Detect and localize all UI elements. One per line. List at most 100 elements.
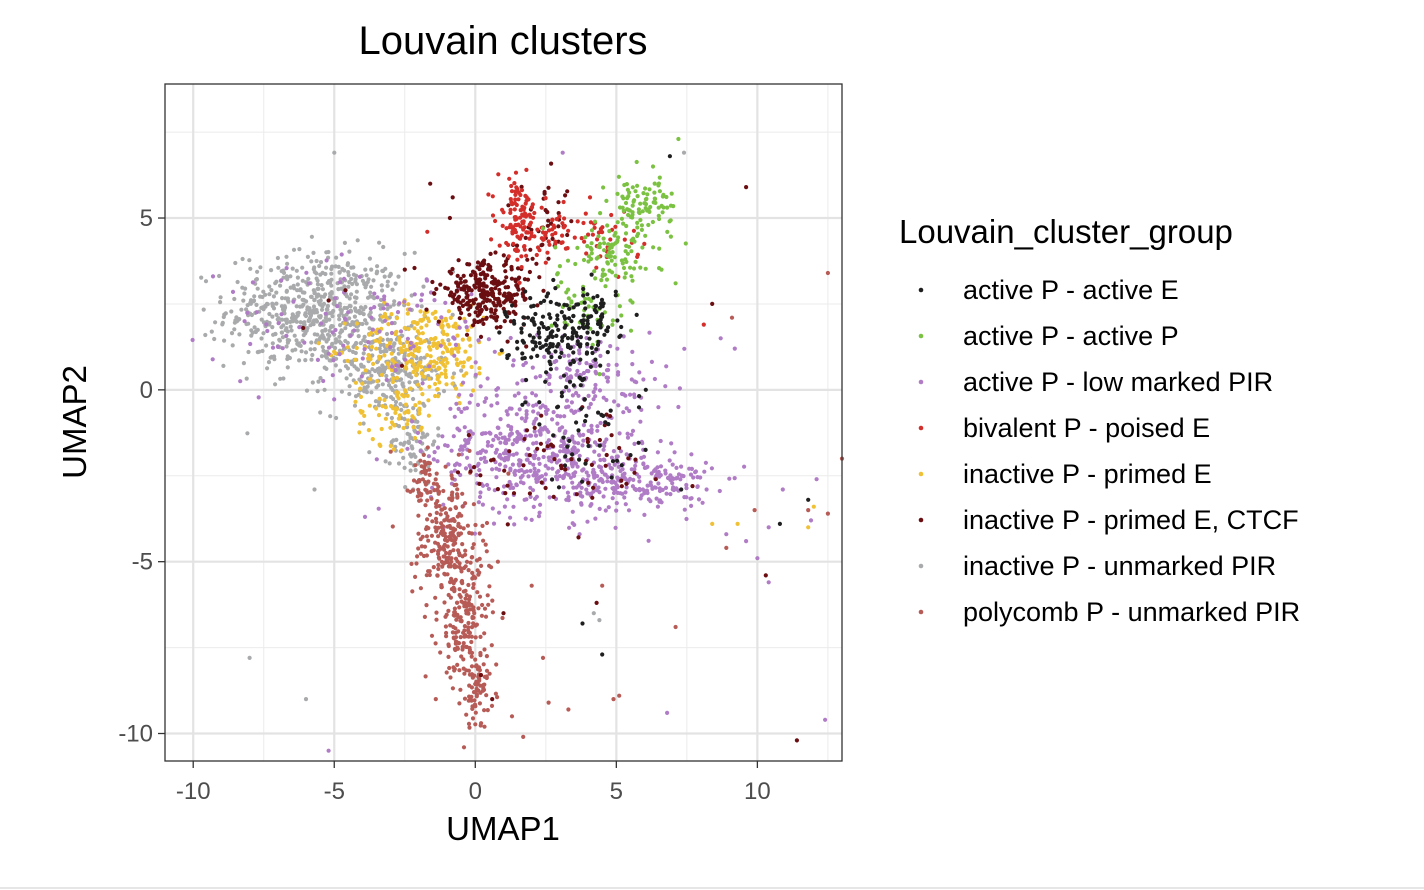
scatter-point	[376, 383, 381, 388]
scatter-point	[394, 316, 400, 321]
scatter-point	[537, 335, 542, 340]
scatter-point	[596, 255, 601, 260]
scatter-point	[724, 545, 729, 551]
scatter-point	[449, 290, 454, 295]
scatter-point	[539, 205, 544, 210]
scatter-point	[270, 341, 275, 346]
scatter-point	[540, 226, 546, 231]
scatter-point	[417, 498, 422, 503]
scatter-point	[450, 686, 455, 691]
scatter-point	[593, 386, 598, 391]
scatter-point	[368, 377, 373, 382]
scatter-point	[436, 394, 441, 399]
scatter-point	[367, 256, 372, 261]
scatter-point	[606, 242, 611, 247]
scatter-point	[508, 515, 513, 520]
scatter-point	[579, 300, 584, 305]
scatter-point	[441, 357, 447, 362]
scatter-point	[696, 497, 702, 502]
scatter-point	[454, 280, 459, 285]
scatter-point	[519, 416, 525, 421]
scatter-point	[294, 268, 299, 273]
scatter-point	[512, 292, 517, 297]
scatter-point	[444, 670, 449, 675]
scatter-point	[427, 472, 432, 477]
scatter-point	[414, 439, 419, 444]
scatter-point	[441, 341, 446, 347]
scatter-point	[558, 375, 563, 380]
scatter-point	[586, 473, 591, 478]
scatter-point	[529, 230, 534, 236]
scatter-point	[519, 254, 524, 259]
scatter-point	[581, 313, 586, 318]
scatter-point	[245, 310, 250, 315]
scatter-point	[657, 498, 663, 503]
scatter-point	[551, 277, 556, 283]
scatter-point	[506, 254, 511, 259]
scatter-point	[492, 349, 497, 354]
scatter-point	[639, 227, 645, 232]
scatter-point	[512, 393, 518, 398]
scatter-point	[617, 304, 623, 309]
scatter-point	[368, 310, 373, 315]
scatter-point	[600, 272, 606, 277]
scatter-point	[377, 329, 382, 334]
scatter-point	[615, 458, 620, 463]
scatter-point	[418, 386, 423, 391]
scatter-point	[348, 333, 353, 338]
scatter-point	[360, 356, 365, 361]
scatter-point	[526, 474, 531, 479]
scatter-point	[595, 424, 600, 429]
scatter-point	[255, 269, 260, 274]
scatter-point	[669, 191, 674, 196]
scatter-point	[393, 410, 398, 415]
scatter-point	[478, 384, 483, 389]
scatter-point	[258, 265, 263, 270]
scatter-point	[432, 450, 437, 455]
scatter-point	[660, 210, 665, 215]
scatter-point	[475, 313, 480, 318]
scatter-point	[405, 311, 410, 316]
scatter-point	[777, 521, 783, 527]
scatter-point	[518, 215, 523, 220]
scatter-point	[490, 598, 495, 603]
scatter-point	[325, 304, 330, 309]
scatter-point	[598, 363, 603, 368]
scatter-point	[456, 258, 461, 263]
scatter-point	[442, 506, 447, 511]
scatter-point	[437, 366, 442, 371]
scatter-point	[377, 240, 382, 245]
scatter-point	[418, 439, 423, 444]
scatter-point	[515, 381, 520, 386]
scatter-point	[473, 635, 478, 640]
scatter-point	[434, 345, 440, 350]
scatter-point	[467, 285, 472, 291]
scatter-point	[506, 310, 511, 315]
scatter-point	[552, 452, 557, 457]
scatter-point	[501, 300, 507, 305]
legend-item: active P - active E	[918, 275, 1179, 305]
scatter-point	[465, 455, 470, 460]
scatter-point	[519, 233, 524, 238]
scatter-point	[432, 291, 437, 296]
scatter-point	[670, 476, 675, 481]
scatter-point	[612, 399, 617, 404]
scatter-point	[572, 293, 577, 298]
scatter-point	[729, 315, 735, 320]
scatter-point	[628, 392, 633, 397]
scatter-point	[464, 559, 470, 564]
scatter-point	[513, 170, 519, 175]
scatter-point	[384, 349, 389, 354]
scatter-point	[247, 655, 252, 661]
scatter-point	[549, 354, 554, 360]
scatter-point	[640, 441, 645, 446]
scatter-point	[549, 459, 554, 464]
scatter-point	[511, 358, 516, 363]
scatter-point	[460, 542, 465, 547]
scatter-point	[466, 620, 471, 626]
legend-key	[918, 425, 924, 431]
scatter-point	[657, 189, 663, 194]
scatter-point	[508, 335, 513, 341]
scatter-point	[432, 439, 437, 444]
scatter-point	[486, 337, 491, 342]
